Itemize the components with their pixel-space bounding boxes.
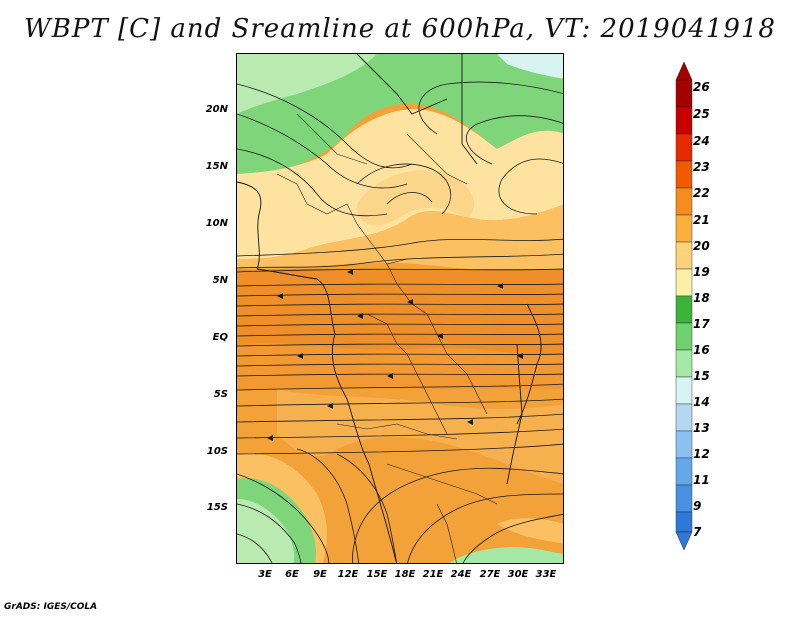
- colorbar-cell-2: [675, 133, 693, 162]
- colorbar-label-16: 16: [693, 343, 710, 357]
- lon-label-12e: 12E: [337, 569, 359, 580]
- southwest-lightgreen: [237, 499, 295, 563]
- country-borders: [276, 113, 498, 563]
- colorbar-label-15: 15: [693, 369, 710, 383]
- colorbar-label-21: 21: [693, 213, 710, 227]
- colorbar-label-26: 26: [693, 80, 710, 94]
- lon-label-30e: 30E: [507, 569, 529, 580]
- north-cyan-zone: [497, 54, 563, 79]
- streamline-arrows: [267, 269, 523, 441]
- cream-core: [357, 170, 475, 226]
- colorbar-label-24: 24: [693, 134, 710, 148]
- light-orange-band: [237, 204, 563, 272]
- southeast-green: [449, 547, 563, 563]
- grads-credit: GrADS: IGES/COLA: [4, 602, 98, 612]
- colorbar-bottom-arrow: [675, 531, 693, 551]
- colorbar-svg: [675, 61, 693, 551]
- wbpt-field: [237, 54, 563, 563]
- colorbar-label-20: 20: [693, 239, 710, 253]
- colorbar-cell-16: [675, 511, 693, 533]
- colorbar-cell-5: [675, 214, 693, 243]
- colorbar-cell-4: [675, 187, 693, 216]
- colorbar-label-22: 22: [693, 186, 710, 200]
- lon-label-6e: 6E: [285, 569, 299, 580]
- lat-label-5s: 5S: [213, 389, 228, 400]
- colorbar-cell-7: [675, 268, 693, 297]
- colorbar-label-23: 23: [693, 160, 710, 174]
- colorbar-label-7: 7: [693, 525, 702, 539]
- colorbar-label-13: 13: [693, 421, 710, 435]
- lat-label-15n: 15N: [205, 161, 228, 172]
- lat-label-10n: 10N: [205, 218, 228, 229]
- north-lightgreen-zone: [237, 54, 377, 114]
- colorbar-cell-10: [675, 349, 693, 378]
- lon-label-27e: 27E: [479, 569, 501, 580]
- colorbar-cell-15: [675, 484, 693, 513]
- lon-label-18e: 18E: [394, 569, 416, 580]
- southeast-cream: [497, 518, 563, 544]
- colorbar-cell-13: [675, 430, 693, 459]
- streamlines: [237, 81, 563, 563]
- lon-label-33e: 33E: [535, 569, 557, 580]
- south-light-zone: [277, 389, 563, 484]
- lat-label-15s: 15S: [206, 502, 228, 513]
- colorbar-label-14: 14: [693, 395, 710, 409]
- colorbar-cell-11: [675, 376, 693, 405]
- coastlines: [237, 54, 542, 563]
- colorbar-cell-12: [675, 403, 693, 432]
- colorbar-cell-0: [675, 79, 693, 108]
- colorbar-cell-3: [675, 160, 693, 189]
- colorbar-label-19: 19: [693, 265, 710, 279]
- colorbar-top-arrow: [675, 61, 693, 81]
- colorbar-cell-8: [675, 295, 693, 324]
- colorbar-label-25: 25: [693, 107, 710, 121]
- lon-label-3e: 3E: [258, 569, 272, 580]
- map-panel: [236, 53, 564, 564]
- colorbar-label-17: 17: [693, 317, 710, 331]
- lon-label-9e: 9E: [313, 569, 327, 580]
- colorbar-label-11: 11: [693, 473, 710, 487]
- chart-title: WBPT [C] and Sreamline at 600hPa, VT: 20…: [24, 14, 776, 44]
- lat-label-eq: EQ: [212, 332, 228, 343]
- colorbar-label-12: 12: [693, 447, 710, 461]
- colorbar-label-9: 9: [693, 499, 702, 513]
- colorbar-cell-1: [675, 106, 693, 135]
- lon-label-21e: 21E: [422, 569, 444, 580]
- lon-label-24e: 24E: [450, 569, 472, 580]
- colorbar-label-18: 18: [693, 291, 710, 305]
- lat-label-10s: 10S: [206, 446, 228, 457]
- colorbar-cell-9: [675, 322, 693, 351]
- colorbar-cell-14: [675, 457, 693, 486]
- lat-label-5n: 5N: [212, 275, 228, 286]
- colorbar-cell-6: [675, 241, 693, 270]
- lat-label-20n: 20N: [205, 104, 228, 115]
- lon-label-15e: 15E: [366, 569, 388, 580]
